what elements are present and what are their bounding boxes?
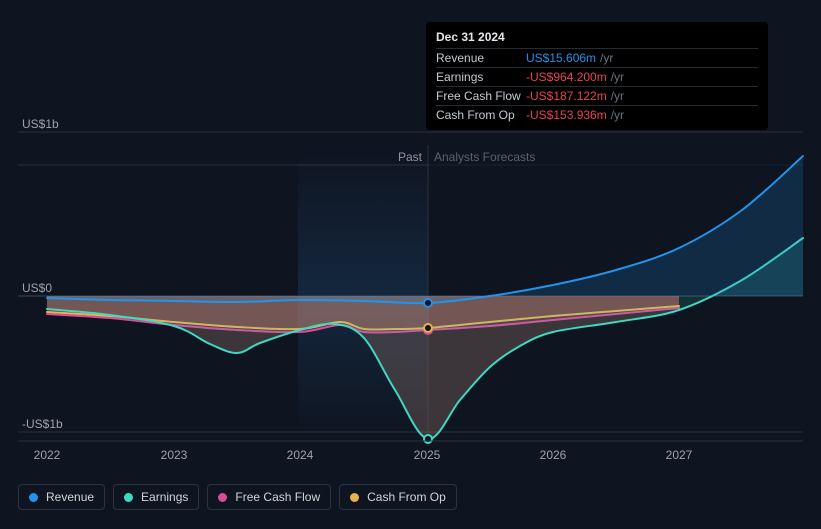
legend-item-label: Revenue <box>46 490 94 504</box>
legend-swatch-icon <box>124 493 133 502</box>
tooltip-row: Free Cash Flow-US$187.122m/yr <box>436 86 758 105</box>
y-axis-label: US$0 <box>22 281 52 295</box>
tooltip-row-value: -US$153.936m <box>526 108 607 122</box>
chart-tooltip: Dec 31 2024 RevenueUS$15.606m/yrEarnings… <box>426 22 768 130</box>
legend-swatch-icon <box>29 493 38 502</box>
tooltip-row: Earnings-US$964.200m/yr <box>436 67 758 86</box>
legend-item-earnings[interactable]: Earnings <box>113 484 199 510</box>
x-axis-label: 2022 <box>34 448 61 462</box>
financial-chart: US$1bUS$0-US$1b202220232024202520262027 … <box>0 0 821 524</box>
marker-revenue <box>424 299 432 307</box>
tooltip-row-label: Revenue <box>436 51 526 65</box>
y-axis-label: US$1b <box>22 117 59 131</box>
legend-swatch-icon <box>350 493 359 502</box>
tooltip-date: Dec 31 2024 <box>436 30 758 48</box>
tooltip-row-unit: /yr <box>600 51 613 65</box>
legend-swatch-icon <box>218 493 227 502</box>
x-axis-label: 2024 <box>287 448 314 462</box>
tooltip-row: Cash From Op-US$153.936m/yr <box>436 105 758 124</box>
x-axis-label: 2023 <box>161 448 188 462</box>
tooltip-row-value: US$15.606m <box>526 51 596 65</box>
tooltip-row-label: Earnings <box>436 70 526 84</box>
chart-legend: Revenue Earnings Free Cash Flow Cash From O… <box>18 484 457 510</box>
y-axis-label: -US$1b <box>22 417 63 431</box>
legend-item-cfo[interactable]: Cash From Op <box>339 484 457 510</box>
legend-item-label: Earnings <box>141 490 188 504</box>
legend-item-fcf[interactable]: Free Cash Flow <box>207 484 331 510</box>
tooltip-row-value: -US$187.122m <box>526 89 607 103</box>
legend-item-label: Free Cash Flow <box>235 490 320 504</box>
tooltip-row-unit: /yr <box>611 89 624 103</box>
forecast-section-label: Analysts Forecasts <box>434 150 535 164</box>
tooltip-row-label: Free Cash Flow <box>436 89 526 103</box>
x-axis-label: 2025 <box>414 448 441 462</box>
x-axis-label: 2027 <box>666 448 693 462</box>
tooltip-row: RevenueUS$15.606m/yr <box>436 48 758 67</box>
legend-item-revenue[interactable]: Revenue <box>18 484 105 510</box>
marker-earnings <box>424 435 432 443</box>
marker-cfo <box>424 324 432 332</box>
tooltip-row-unit: /yr <box>611 70 624 84</box>
tooltip-row-value: -US$964.200m <box>526 70 607 84</box>
tooltip-row-unit: /yr <box>611 108 624 122</box>
tooltip-row-label: Cash From Op <box>436 108 526 122</box>
past-section-label: Past <box>398 150 422 164</box>
x-axis-label: 2026 <box>540 448 567 462</box>
legend-item-label: Cash From Op <box>367 490 446 504</box>
